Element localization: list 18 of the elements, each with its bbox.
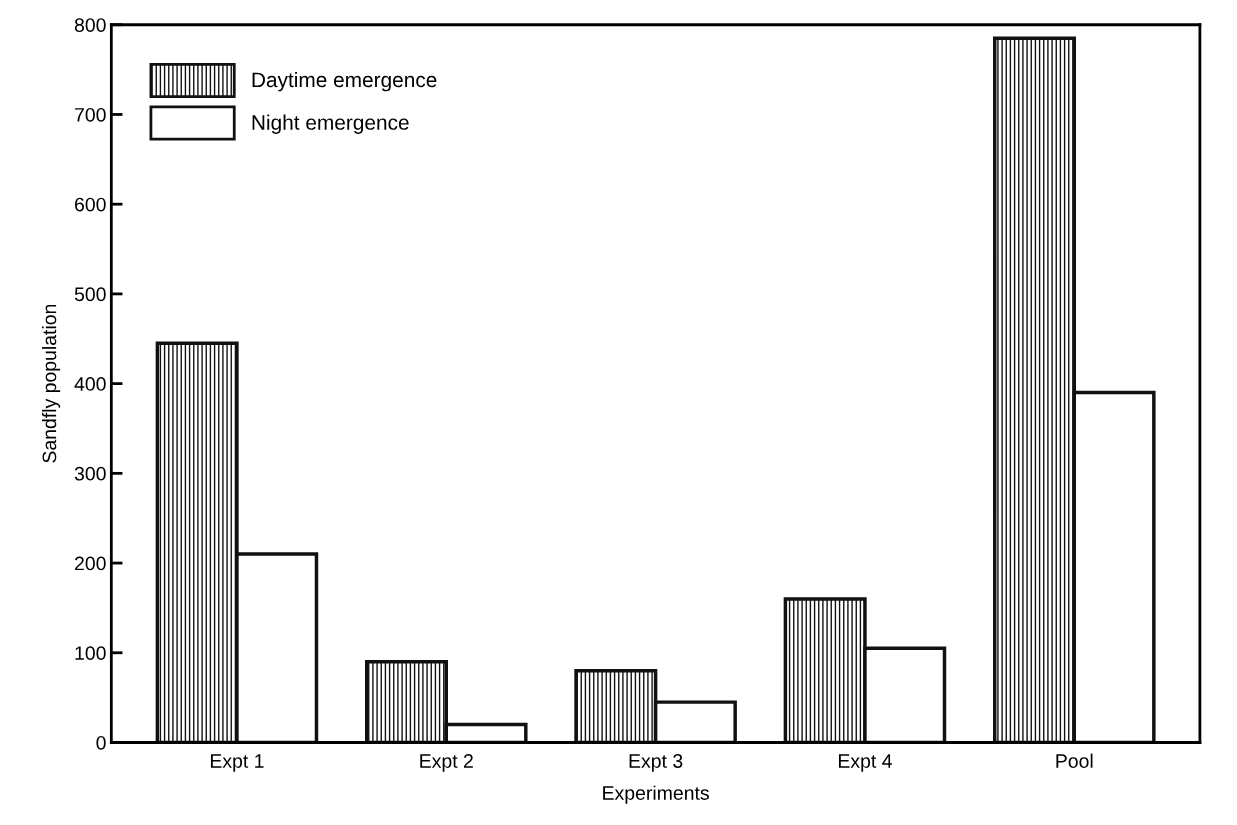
y-tick-label: 0 [96,735,106,750]
y-tick-label: 100 [75,646,106,661]
x-tick-label: Expt 4 [838,754,892,772]
x-tick-label: Expt 1 [210,754,264,772]
y-tick-label: 300 [74,466,106,481]
y-tick-label: 800 [74,18,106,32]
x-tick-label: Pool [1056,753,1093,768]
y-tick-label: 500 [74,287,106,302]
y-tick-label: 200 [75,556,106,571]
x-axis-title: Experiments [603,785,709,804]
legend-label: Daytime emergence [252,71,437,92]
x-tick-label: Expt 3 [629,754,683,772]
x-tick-label: Expt 2 [420,754,473,772]
y-tick-label: 600 [75,197,106,212]
y-axis-title: Sandfly population [42,304,61,463]
legend-label: Night emergence [252,114,409,134]
y-tick-label: 400 [74,377,106,391]
y-tick-label: 700 [75,107,106,122]
